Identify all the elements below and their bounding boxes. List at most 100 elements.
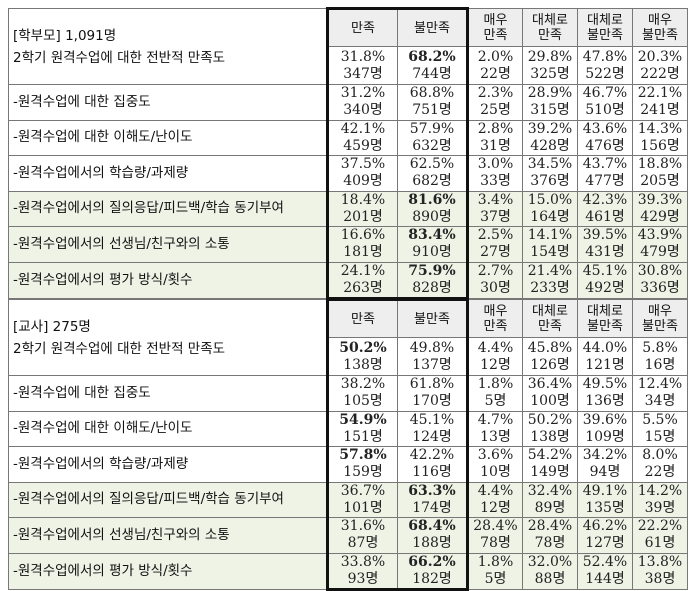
percent-value: 13.8% [637, 554, 683, 570]
count-value: 78명 [480, 535, 511, 552]
count-value: 744명 [412, 65, 452, 82]
count-value: 5명 [484, 393, 507, 410]
percent-value: 47.8% [582, 48, 628, 65]
percent-value: 3.0% [477, 156, 514, 173]
value-cell: 2.7% 30명 [467, 261, 523, 299]
value-cell: 45.1% 124명 [397, 410, 469, 447]
count-value: 164명 [530, 208, 570, 225]
row-label: -원격수업에 대한 집중도 [8, 84, 328, 121]
value-cell: 39.2% 428명 [522, 119, 578, 156]
value-cell: 50.2% 138명 [522, 410, 578, 447]
value-cell: 63.3% 174명 [397, 481, 469, 518]
count-value: 30명 [480, 280, 511, 296]
percent-value: 34.2% [582, 447, 628, 464]
row-label: -원격수업에서의 선생님/친구와의 소통 [8, 226, 328, 263]
value-cell: 13.8% 38명 [632, 552, 688, 590]
value-cell: 29.8% 325명 [522, 46, 578, 85]
count-value: 12명 [480, 499, 511, 516]
percent-value: 39.2% [527, 120, 573, 137]
count-value: 492명 [585, 280, 625, 296]
percent-value: 45.1% [582, 263, 628, 279]
percent-value: 63.3% [408, 482, 456, 499]
row-label: -원격수업에서의 평가 방식/횟수 [8, 261, 328, 299]
percent-value: 5.8% [642, 339, 678, 356]
column-header: 매우 불만족 [632, 299, 688, 338]
table-row: -원격수업에 대한 이해도/난이도 42.1% 459명 57.9% 632명 2.8% 3… [8, 119, 688, 156]
value-cell: 14.1% 154명 [522, 226, 578, 263]
value-cell: 43.7% 477명 [577, 155, 633, 192]
count-value: 101명 [343, 499, 383, 516]
count-value: 137명 [412, 356, 452, 373]
column-header: 매우 불만족 [632, 8, 688, 47]
table-row: -원격수업에서의 선생님/친구와의 소통 16.6% 181명 83.4% 910명 2.… [8, 226, 688, 263]
count-value: 31명 [480, 137, 511, 154]
value-cell: 44.0% 121명 [577, 337, 633, 376]
percent-value: 61.8% [409, 376, 455, 393]
value-cell: 8.0% 22명 [632, 446, 688, 483]
header-row: [교사] 275명 2학기 원격수업에 대한 전반적 만족도 만족 불만족 매우 만족 대… [8, 298, 688, 376]
column-header: 대체로 만족 [522, 299, 578, 338]
value-cell: 31.6% 87명 [326, 517, 398, 554]
value-cell: 18.4% 201명 [326, 190, 398, 227]
count-value: 89명 [534, 499, 566, 516]
count-value: 325명 [530, 65, 570, 82]
count-value: 315명 [530, 102, 570, 119]
percent-value: 43.7% [582, 156, 628, 173]
percent-value: 1.8% [477, 376, 514, 393]
column-header: 불만족 [397, 7, 469, 47]
percent-value: 5.5% [642, 411, 678, 428]
count-value: 188명 [412, 535, 452, 552]
count-value: 751명 [412, 102, 452, 119]
count-value: 241명 [640, 102, 680, 119]
value-cell: 2.3% 25명 [467, 84, 523, 121]
count-value: 233명 [530, 280, 570, 296]
percent-value: 39.3% [637, 191, 683, 208]
count-value: 121명 [585, 356, 625, 373]
percent-value: 2.0% [477, 48, 514, 65]
count-value: 124명 [412, 428, 452, 445]
percent-value: 4.4% [477, 482, 514, 499]
percent-value: 68.8% [409, 85, 455, 102]
row-label: -원격수업에서의 학습량/과제량 [8, 155, 328, 192]
table-row: 31.8% 347명 68.2% 744명 2.0% 22명 29.8% 325명 47.8% 5… [9, 46, 688, 85]
count-value: 126명 [530, 356, 570, 373]
value-cell: 22.2% 61명 [632, 517, 688, 554]
percent-value: 1.8% [477, 554, 514, 570]
value-cell: 62.5% 682명 [397, 155, 469, 192]
percent-value: 43.6% [582, 120, 628, 137]
count-value: 93명 [347, 570, 379, 587]
percent-value: 62.5% [409, 156, 455, 173]
count-value: 347명 [343, 65, 383, 82]
count-value: 154명 [530, 244, 570, 261]
value-cell: 43.9% 479명 [632, 226, 688, 263]
percent-value: 4.7% [477, 411, 514, 428]
percent-value: 68.2% [408, 48, 456, 65]
percent-value: 2.3% [477, 85, 514, 102]
percent-value: 2.7% [477, 263, 514, 279]
count-value: 135명 [585, 499, 625, 516]
percent-value: 38.2% [340, 376, 386, 393]
percent-value: 29.8% [527, 48, 573, 65]
count-value: 461명 [585, 208, 625, 225]
value-cell: 45.1% 492명 [577, 261, 633, 299]
percent-value: 42.2% [409, 447, 455, 464]
value-cell: 36.4% 100명 [522, 375, 578, 412]
table-row: 50.2% 138명 49.8% 137명 4.4% 12명 45.8% 126명 44.0% 1… [9, 337, 688, 376]
percent-value: 45.1% [409, 411, 455, 428]
table-row: -원격수업에 대한 집중도 31.2% 340명 68.8% 751명 2.3% 25명 28… [8, 84, 688, 121]
count-value: 33명 [480, 173, 511, 190]
count-value: 144명 [585, 571, 625, 587]
percent-value: 39.5% [582, 227, 628, 244]
value-cell: 47.8% 522명 [577, 46, 633, 85]
group-and-overall-label: [교사] 275명 2학기 원격수업에 대한 전반적 만족도 [8, 299, 328, 376]
group-label: [교사] 275명 [13, 318, 91, 335]
value-cell: 42.1% 459명 [326, 119, 398, 156]
value-cell: 2.5% 27명 [467, 226, 523, 263]
percent-value: 54.9% [339, 411, 387, 428]
percent-value: 28.4% [473, 518, 518, 535]
value-cell: 28.4% 78명 [467, 517, 523, 554]
count-value: 5명 [484, 571, 507, 587]
column-header: 대체로 불만족 [577, 299, 633, 338]
percent-value: 83.4% [408, 227, 456, 244]
count-value: 138명 [343, 356, 383, 373]
